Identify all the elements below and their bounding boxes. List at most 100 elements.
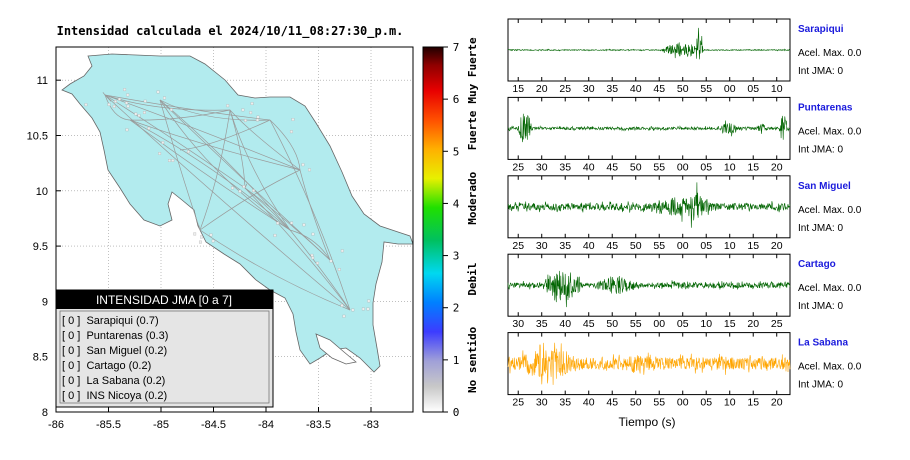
town-marker [337, 268, 341, 271]
colorbar-class-labels: Muy Fuerte Fuerte Moderado Debil No sentido [466, 37, 479, 393]
town-marker [276, 221, 280, 225]
waveform-tick-label: 50 [606, 318, 618, 330]
station-jma: Int JMA: 0 [798, 380, 843, 391]
town-markers [84, 88, 371, 318]
map-xtick-label: -84 [258, 419, 274, 431]
road [104, 94, 231, 111]
map-xtick-label: -85 [153, 419, 169, 431]
town-marker [211, 239, 215, 243]
map-ytick-label: 11 [37, 75, 48, 87]
station-accel: Acel. Max. 0.0 [798, 283, 862, 294]
town-marker [310, 253, 314, 257]
road [269, 119, 351, 311]
waveform-tick-label: 40 [630, 83, 642, 95]
town-marker [249, 111, 253, 115]
road [289, 229, 351, 311]
waveform-tick-label: 05 [747, 83, 759, 95]
map-ytick-label: 8.5 [33, 352, 48, 364]
town-marker [250, 102, 254, 106]
waveform-tick-label: 25 [771, 318, 783, 330]
station-accel: Acel. Max. 0.0 [798, 362, 862, 373]
town-marker [158, 152, 162, 155]
waveform-tick-label: 50 [630, 240, 642, 252]
waveform-tick-label: 45 [606, 240, 618, 252]
town-marker [126, 104, 130, 108]
town-marker [107, 103, 111, 106]
waveform-tick-label: 00 [724, 83, 736, 95]
waveform-xlabel: Tiempo (s) [619, 415, 676, 429]
waveform-tick-label: 30 [583, 83, 595, 95]
colorbar-tick-label: 7 [453, 41, 460, 54]
waveform-trace [507, 113, 791, 143]
colorbar-class-label: Debil [466, 262, 479, 295]
town-marker [169, 108, 173, 112]
waveform-tick-label: 05 [700, 397, 712, 409]
waveform-tick-label: 05 [700, 161, 712, 173]
waveform-tick-label: 00 [677, 161, 689, 173]
waveform-tick-label: 20 [771, 161, 783, 173]
town-marker [340, 249, 344, 253]
town-marker [147, 126, 151, 130]
waveform-tick-label: 00 [677, 240, 689, 252]
town-marker [142, 111, 146, 114]
town-marker [168, 159, 171, 162]
waveform-tick-label: 50 [630, 161, 642, 173]
town-marker [161, 141, 165, 145]
road [199, 229, 351, 311]
waveform-tick-label: 55 [630, 318, 642, 330]
waveform-tick-label: 55 [700, 83, 712, 95]
road [104, 94, 131, 121]
waveform-tick-label: 30 [512, 318, 524, 330]
town-marker [112, 104, 116, 108]
waveform-tick-label: 20 [747, 318, 759, 330]
map-title: Intensidad calculada el 2024/10/11_08:27… [57, 24, 404, 39]
town-marker [311, 256, 315, 260]
station-name: Cartago [798, 259, 836, 270]
town-marker [244, 118, 247, 122]
waveform-tick-label: 15 [724, 318, 736, 330]
town-marker [291, 118, 295, 121]
waveform-tick-label: 55 [653, 397, 665, 409]
colorbar-tick-label: 6 [453, 93, 460, 106]
legend-item-san-miguel: [ 0 ] San Miguel (0.2) [62, 345, 167, 357]
town-marker [316, 261, 319, 265]
waveform-tick-label: 30 [536, 161, 548, 173]
colorbar-tick-label: 4 [453, 197, 460, 210]
town-marker [351, 308, 355, 312]
town-marker [231, 186, 234, 190]
town-marker [367, 299, 371, 303]
station-jma: Int JMA: 0 [798, 144, 843, 155]
waveform-panel-la-sabana: 25 30 35 40 45 50 55 00 05 10 15 20 La Sabana Acel. M… [507, 332, 862, 409]
waveform-tick-label: 15 [747, 397, 759, 409]
golfo-dulce [315, 333, 357, 365]
map-frame [55, 46, 414, 413]
waveform-tick-label: 20 [771, 240, 783, 252]
waveform-tick-label: 55 [653, 240, 665, 252]
map-ytick-label: 10.5 [27, 130, 48, 142]
waveform-tick-label: 10 [771, 83, 783, 95]
map-panel: -86 -85.5 -85 -84.5 -84 -83.5 -83 11 10.5 10 9.5 9 8… [27, 46, 414, 431]
legend-item-puntarenas: [ 0 ] Puntarenas (0.3) [62, 330, 168, 342]
waveform-panel-cartago: 30 35 40 45 50 55 00 05 10 15 20 25 Cartago Acel. Max… [507, 253, 862, 330]
station-name: Sarapiqui [798, 24, 844, 35]
station-jma: Int JMA: 0 [798, 223, 843, 234]
waveform-trace [508, 27, 791, 60]
town-marker [156, 90, 160, 94]
road [129, 119, 291, 231]
colorbar-tick-label: 1 [453, 354, 460, 367]
waveform-tick-label: 00 [677, 397, 689, 409]
town-marker [84, 103, 88, 107]
colorbar-gradient [422, 46, 444, 413]
map-xtick-label: -83 [363, 419, 379, 431]
waveform-panel-puntarenas: 25 30 35 40 45 50 55 00 05 10 15 20 Puntarenas Acel. … [507, 96, 862, 173]
road [229, 109, 246, 189]
waveform-tick-label: 40 [583, 161, 595, 173]
waveform-tick-label: 00 [653, 318, 665, 330]
waveform-tick-label: 35 [606, 83, 618, 95]
town-marker [114, 100, 117, 103]
waveform-tick-label: 45 [606, 397, 618, 409]
map-ytick-label: 9.5 [33, 241, 48, 253]
waveform-tick-label: 10 [724, 397, 736, 409]
town-marker [163, 96, 166, 100]
waveform-tick-label: 15 [747, 240, 759, 252]
